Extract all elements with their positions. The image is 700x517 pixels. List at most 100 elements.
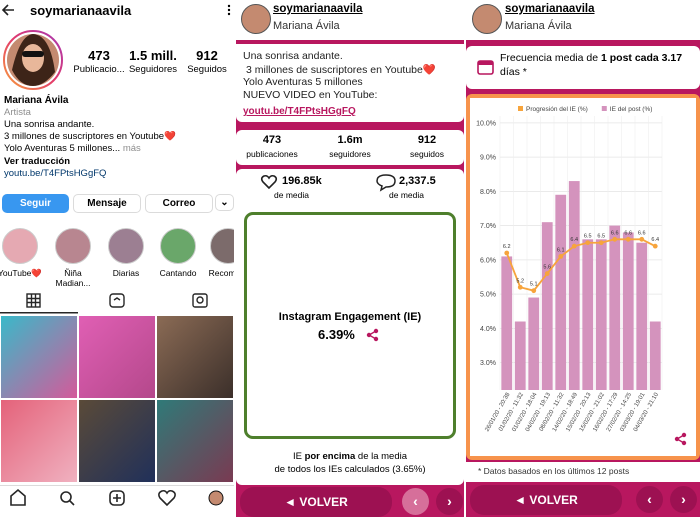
metric-icons — [260, 174, 396, 192]
line-point — [517, 284, 523, 290]
bar — [555, 194, 567, 390]
bar — [636, 242, 648, 390]
data-label: 6.5 — [597, 234, 605, 240]
profile-icons — [0, 4, 231, 507]
share-icon[interactable] — [674, 432, 688, 446]
legend-label: Progresión del IE (%) — [526, 106, 588, 113]
translate-link[interactable]: Ver traducción — [4, 156, 70, 167]
data-label: 5.6 — [543, 265, 551, 271]
highlight-cover[interactable] — [160, 228, 196, 264]
history-panel: soymarianaavila Mariana Ávila Frecuencia… — [466, 0, 700, 517]
dropdown-button[interactable]: ⌄ — [215, 194, 234, 211]
back-button[interactable]: ◄ VOLVER — [240, 487, 392, 517]
highlight-cover[interactable] — [108, 228, 144, 264]
prev-button[interactable]: ‹ — [402, 488, 429, 515]
ie-chart: 3.0% 4.0% 5.0% 6.0% 7.0% 8.0% 9.0% 10.0% Progres… — [476, 106, 663, 433]
username[interactable]: soymarianaavila — [273, 3, 363, 15]
stat-value: 912 — [196, 48, 218, 63]
avatar — [472, 4, 502, 34]
y-tick-label: 9.0% — [480, 155, 496, 162]
bio-line: NUEVO VIDEO en YouTube: — [243, 89, 378, 101]
legend-swatch — [518, 106, 523, 111]
highlight-label[interactable]: Cantando — [159, 268, 197, 278]
frequency-label: Frecuencia media de — [500, 52, 599, 64]
frequency-unit: días * — [500, 66, 527, 78]
post-thumbnail[interactable] — [1, 316, 77, 398]
message-button[interactable]: Mensaje — [73, 194, 141, 213]
data-label: 6.5 — [584, 234, 592, 240]
bar — [649, 321, 661, 390]
y-tick-label: 3.0% — [480, 360, 496, 367]
display-name: Mariana Ávila — [505, 20, 572, 32]
comments-label: de media — [389, 190, 424, 200]
legend-swatch — [601, 106, 607, 111]
post-thumbnail[interactable] — [79, 400, 155, 482]
highlight-cover[interactable] — [55, 228, 91, 264]
data-label: 6.6 — [638, 230, 646, 236]
username[interactable]: soymarianaavila — [505, 3, 595, 15]
nav-divider — [0, 485, 234, 486]
bar — [514, 321, 526, 390]
instagram-profile: soymarianaavila 473 Publicacio... 1.5 mi… — [0, 0, 234, 517]
stat-label: seguidos — [409, 149, 445, 159]
frequency-value: 1 post cada 3.17 — [600, 52, 683, 64]
line-point — [504, 250, 510, 256]
profile-link[interactable]: youtu.be/T4FPtsHGgFQ — [4, 168, 107, 179]
engagement-box — [244, 212, 456, 439]
data-label: 5.2 — [516, 278, 524, 284]
highlight-cover[interactable] — [2, 228, 38, 264]
frequency-text: Frecuencia media de 1 post cada 3.17 — [500, 52, 682, 64]
highlight-label[interactable]: YouTube❤️ — [0, 268, 42, 278]
data-label: 6.4 — [570, 237, 578, 243]
follow-button[interactable]: Seguir — [2, 194, 69, 213]
stat-value: 1.6m — [337, 134, 363, 146]
share-icon[interactable] — [366, 328, 380, 342]
next-button[interactable]: › — [436, 488, 463, 515]
data-label: 6.6 — [624, 230, 632, 236]
post-thumbnail[interactable] — [1, 400, 77, 482]
bar — [609, 225, 621, 390]
line-point — [531, 288, 537, 294]
calendar-icon — [477, 60, 494, 75]
highlight-label[interactable]: Ñiña Madian... — [55, 268, 91, 288]
next-button[interactable]: › — [670, 486, 697, 513]
stat-value: 912 — [417, 134, 437, 146]
line-point — [571, 243, 577, 249]
display-name: Mariana Ávila — [273, 20, 340, 32]
header-card — [466, 0, 700, 40]
bio-text: Yolo Aventuras 5 millones... — [4, 143, 121, 154]
post-thumbnail[interactable] — [157, 400, 233, 482]
email-button[interactable]: Correo — [145, 194, 213, 213]
bar — [582, 239, 594, 390]
note-line: de todos los IEs calculados (3.65%) — [274, 464, 426, 475]
bar — [568, 181, 580, 390]
data-label: 6.6 — [611, 230, 619, 236]
profile-link[interactable]: youtu.be/T4FPtsHGgFQ — [243, 106, 356, 117]
note-text: de la media — [357, 451, 408, 462]
bio-line: Una sonrisa andante. — [243, 50, 343, 62]
comments-value: 2,337.5 — [399, 175, 436, 187]
metrics-card — [236, 169, 464, 485]
avatar — [241, 4, 271, 34]
stat-label: publicaciones — [246, 149, 298, 159]
post-thumbnail[interactable] — [157, 316, 233, 398]
likes-label: de media — [274, 190, 309, 200]
highlight-label[interactable]: Recome... — [208, 268, 234, 278]
note-line: IE por encima de la media — [236, 451, 464, 462]
username: soymarianaavila — [30, 3, 132, 18]
back-button[interactable]: ◄ VOLVER — [470, 485, 622, 515]
footnote: * Datos basados en los últimos 12 posts — [478, 466, 630, 476]
stats-card — [236, 130, 464, 165]
highlight-label[interactable]: Diarias — [112, 268, 140, 278]
data-label: 6.4 — [651, 237, 659, 243]
bar — [528, 297, 540, 390]
more-link[interactable]: más — [122, 143, 141, 154]
y-tick-label: 8.0% — [480, 189, 496, 196]
category: Artista — [4, 107, 31, 118]
data-label: 6.2 — [503, 244, 511, 250]
bar — [622, 232, 634, 390]
line-point — [625, 236, 631, 242]
bio-line: 3 millones de suscriptores en Youtube❤️ — [4, 131, 176, 142]
post-thumbnail[interactable] — [79, 316, 155, 398]
prev-button[interactable]: ‹ — [636, 486, 663, 513]
